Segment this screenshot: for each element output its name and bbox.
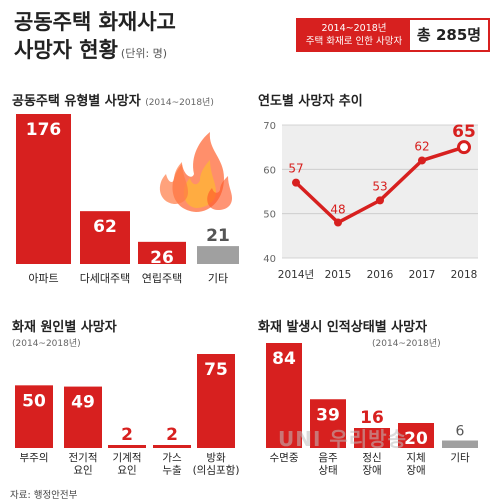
bar <box>354 428 390 448</box>
watermark: UNI 우리방송 <box>278 427 407 451</box>
bar <box>310 399 346 448</box>
data-label: 62 <box>93 217 117 237</box>
data-label: 176 <box>26 120 62 140</box>
category-label: 부주의 <box>20 452 49 464</box>
category-label: 장애 <box>362 465 381 477</box>
category-label: 아파트 <box>28 272 58 285</box>
data-label: 49 <box>71 393 95 413</box>
title-line-1: 공동주택 화재사고 <box>14 10 176 34</box>
category-label: 전기적 <box>69 452 98 464</box>
point <box>334 218 342 227</box>
category-label: 다세대주택 <box>80 272 131 285</box>
data-label: 57 <box>288 162 303 176</box>
unit-label: (단위: 명) <box>120 47 168 60</box>
cause-period: (2014~2018년) <box>12 339 81 349</box>
data-label: 2 <box>166 425 178 445</box>
data-label: 39 <box>316 405 340 425</box>
data-label: 20 <box>404 429 428 449</box>
data-label: 2 <box>121 425 133 445</box>
y-tick-label: 70 <box>263 121 276 132</box>
category-label: 수면중 <box>270 452 299 464</box>
total-summary: 2014~2018년 주택 화재로 인한 사망자 총 285명 <box>296 18 490 52</box>
data-label: 62 <box>414 139 429 153</box>
page-title: 공동주택 화재사고 사망자 현황 (단위: 명) <box>14 8 176 68</box>
category-label: 정신 <box>362 452 381 464</box>
category-label: 음주 <box>318 452 338 464</box>
category-label: 장애 <box>406 465 425 477</box>
title-line-2: 사망자 현황 (단위: 명) <box>14 36 176 68</box>
bar <box>442 440 478 448</box>
bar <box>16 114 71 264</box>
category-label: 지체 <box>406 452 425 464</box>
bar <box>15 385 53 448</box>
data-label: 6 <box>456 424 465 440</box>
x-tick-label: 2018 <box>451 269 478 281</box>
bar <box>197 354 235 448</box>
total-value: 총 285명 <box>416 26 482 44</box>
data-label: 53 <box>372 179 387 193</box>
data-label: 65 <box>452 122 476 142</box>
bar <box>153 445 191 448</box>
x-tick-label: 2017 <box>409 269 436 281</box>
total-caption-block: 2014~2018년 주택 화재로 인한 사망자 <box>298 20 410 50</box>
category-label: 누출 <box>162 465 182 477</box>
category-label: 기타 <box>208 272 228 285</box>
data-label: 26 <box>150 248 174 268</box>
type-period: (2014~2018년) <box>145 98 214 108</box>
category-label: 연립주택 <box>142 272 182 285</box>
x-tick-label: 2016 <box>367 269 394 281</box>
bar <box>108 445 146 448</box>
bar <box>80 211 130 264</box>
category-label: 방화 <box>206 452 226 464</box>
total-caption: 주택 화재로 인한 사망자 <box>305 36 403 47</box>
y-tick-label: 60 <box>263 165 276 176</box>
category-label: 상태 <box>318 465 337 477</box>
y-tick-label: 40 <box>263 254 276 265</box>
category-label: 요인 <box>73 465 92 477</box>
bar <box>197 246 239 264</box>
condition-period: (2014~2018년) <box>372 339 441 349</box>
data-label: 16 <box>360 408 384 428</box>
data-label: 48 <box>330 203 345 217</box>
type-panel-title: 공동주택 유형별 사망자 (2014~2018년) <box>12 90 214 109</box>
category-label: 요인 <box>117 465 136 477</box>
data-label: 84 <box>272 349 296 369</box>
bar <box>64 386 102 448</box>
data-label: 75 <box>204 360 228 380</box>
cause-panel-title: 화재 원인별 사망자 <box>12 320 117 335</box>
plot-area <box>282 125 478 258</box>
bar <box>266 343 302 448</box>
x-tick-label: 2015 <box>325 269 352 281</box>
title-line-2-text: 사망자 현황 <box>14 38 118 62</box>
source-note: 자료: 행정안전부 <box>10 490 78 501</box>
category-label: (의심포함) <box>193 465 240 477</box>
data-label: 50 <box>22 391 46 411</box>
flame-right <box>207 176 232 210</box>
category-label: 기타 <box>450 452 470 464</box>
trend-panel-title: 연도별 사망자 추이 <box>258 94 363 109</box>
type-title: 공동주택 유형별 사망자 <box>12 94 141 109</box>
point <box>457 140 471 155</box>
point <box>376 196 384 205</box>
data-label: 21 <box>206 226 230 246</box>
category-label: 가스 <box>162 452 182 464</box>
category-label: 기계적 <box>113 452 142 464</box>
y-tick-label: 50 <box>263 210 276 221</box>
condition-panel-title: 화재 발생시 인적상태별 사망자 <box>258 320 428 335</box>
bar <box>398 423 434 448</box>
point <box>292 178 300 187</box>
total-period: 2014~2018년 <box>321 23 387 34</box>
fire-icon <box>159 132 232 212</box>
flame-left <box>159 162 188 204</box>
x-tick-label: 2014년 <box>278 269 314 281</box>
bar <box>138 241 186 264</box>
point <box>418 156 426 165</box>
